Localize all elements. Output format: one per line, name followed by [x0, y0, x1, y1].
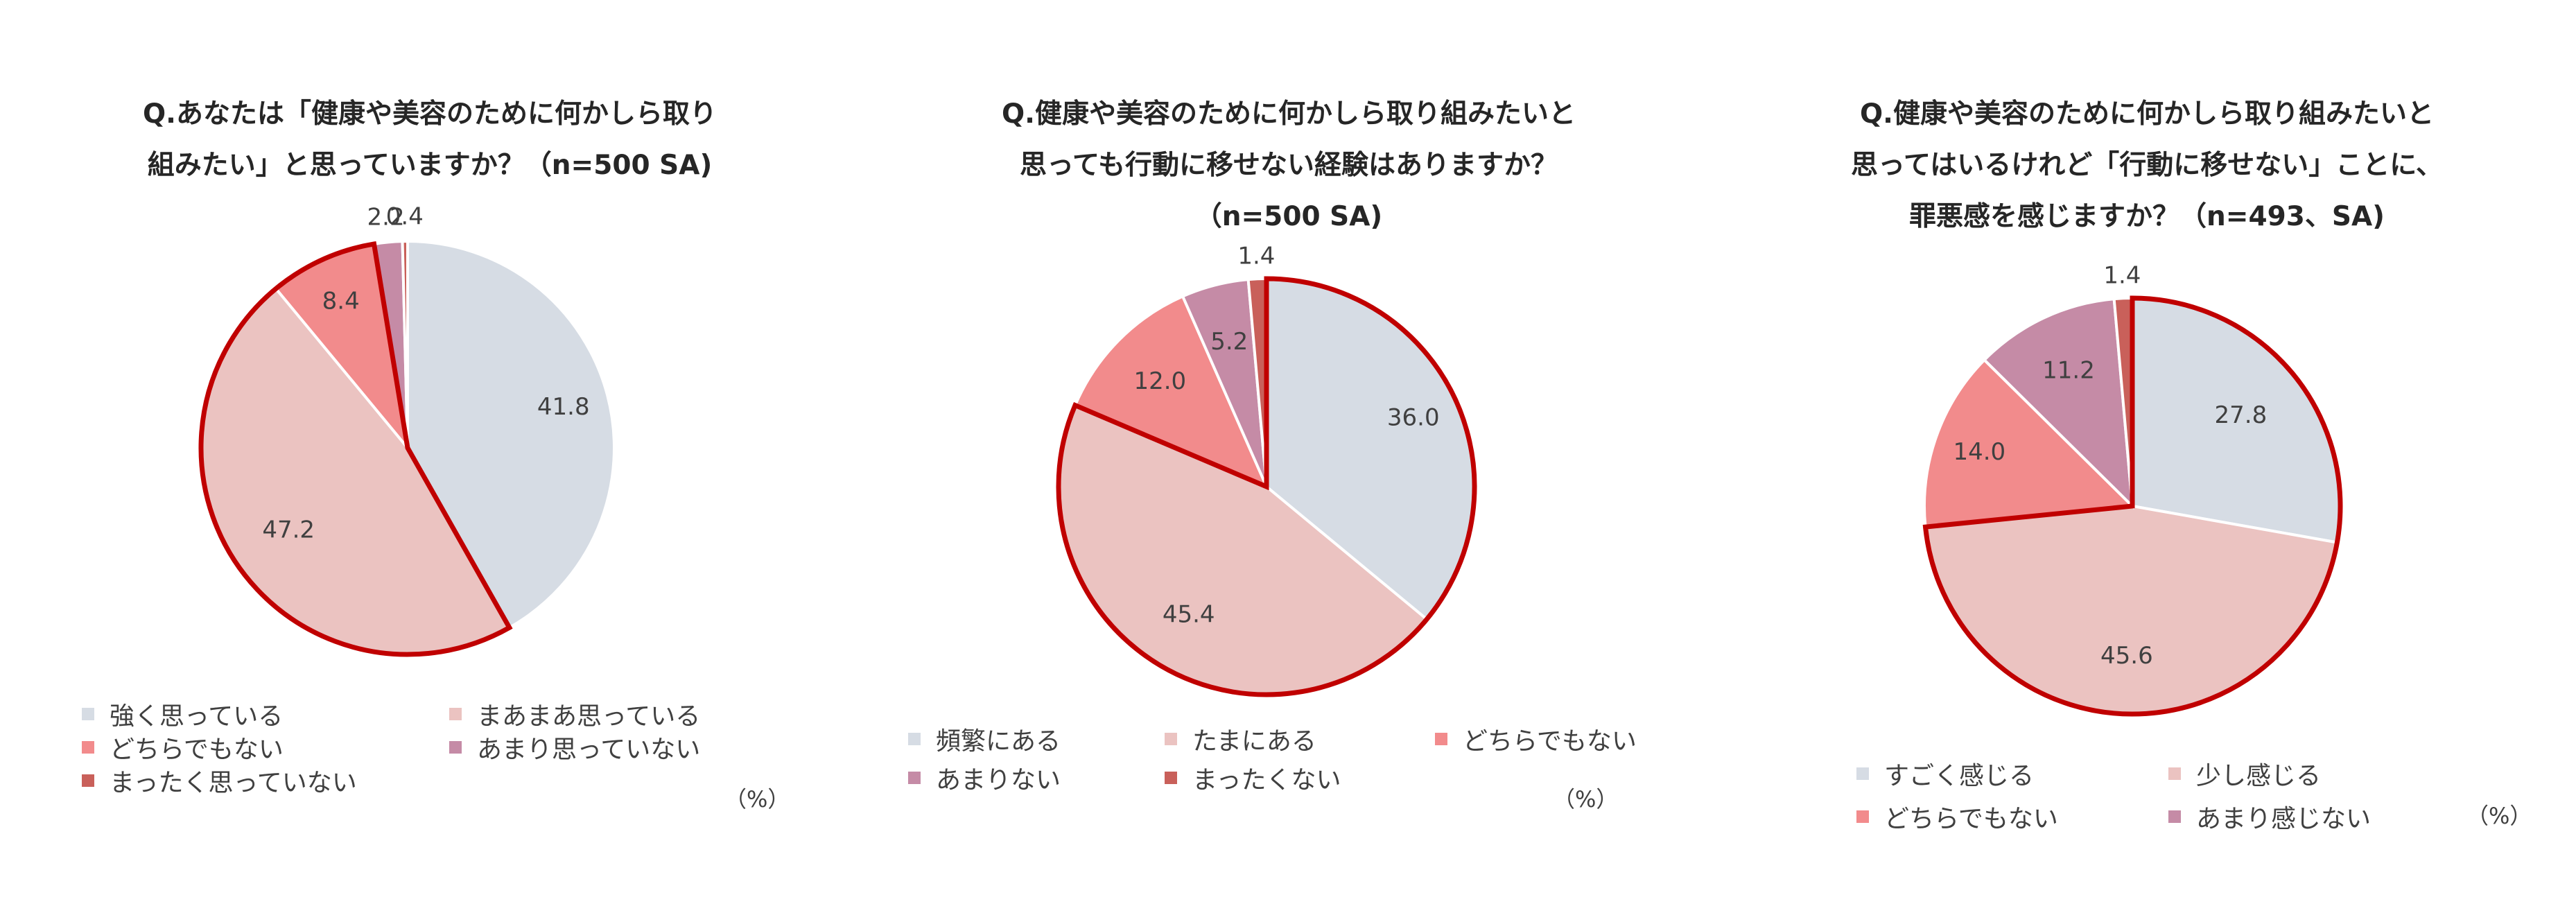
pie-chart: 36.0 45.4 12.0 5.2 1.4: [1056, 242, 1477, 697]
data-label: 11.2: [2042, 357, 2095, 385]
legend-item: まったくない: [1165, 760, 1341, 796]
pie-chart: 41.8 47.2 8.4 2.20.4: [198, 202, 616, 657]
unit-label: （%）: [2466, 803, 2532, 829]
chart-title-line: 罪悪感を感じますか？（n=493、SA): [1909, 201, 2385, 232]
legend-item: どちらでもない: [82, 729, 284, 765]
chart-panel-1: Q.あなたは「健康や美容のために何かしら取り 組みたい」と思っていますか？（n=…: [0, 0, 860, 904]
chart-title: Q.あなたは「健康や美容のために何かしら取り 組みたい」と思っていますか？（n=…: [0, 89, 860, 191]
legend-swatch: [82, 774, 94, 787]
legend-swatch: [1856, 767, 1869, 780]
legend-label: すごく感じる: [1884, 762, 2035, 790]
chart-title-line: 思ってはいるけれど「行動に移せない」ことに、: [1850, 150, 2444, 181]
legend-swatch: [1856, 810, 1869, 823]
unit-label: （%）: [724, 786, 790, 812]
chart-title-line: 組みたい」と思っていますか？（n=500 SA): [147, 150, 713, 181]
data-label: 1.4: [2103, 261, 2141, 289]
highlight-outline: [198, 241, 513, 657]
legend-label: あまりない: [936, 766, 1061, 794]
legend-swatch: [1165, 733, 1177, 745]
highlight-outline: [1056, 276, 1477, 697]
data-label: 47.2: [262, 516, 315, 544]
data-label: 5.2: [1210, 328, 1248, 356]
legend-label: まったく思っていない: [110, 769, 357, 797]
legend-label: あまり感じない: [2196, 805, 2372, 833]
legend-item: まったく思っていない: [82, 763, 357, 799]
legend-swatch: [82, 708, 94, 720]
legend-item: どちらでもない: [1856, 799, 2058, 835]
legend-item: たまにある: [1165, 721, 1316, 757]
legend-item: どちらでもない: [1435, 721, 1637, 757]
legend-swatch: [1435, 733, 1447, 745]
legend-label: まったくない: [1192, 766, 1341, 794]
highlight-outline: [1922, 295, 2343, 717]
legend-swatch: [449, 741, 462, 754]
pie-slice: [1982, 297, 2134, 510]
legend-item: あまりない: [908, 760, 1061, 796]
legend-swatch: [908, 733, 921, 745]
chart-title-line: （n=500 SA): [1194, 201, 1383, 232]
chart-title-line: Q.あなたは「健康や美容のために何かしら取り: [143, 98, 717, 130]
legend-label: たまにある: [1192, 727, 1316, 756]
unit-label: （%）: [1553, 786, 1619, 812]
legend-swatch: [2168, 810, 2181, 823]
legend-label: あまり思っていない: [477, 736, 701, 764]
pie-slice: [1073, 294, 1269, 489]
legend-label: 強く思っている: [110, 702, 284, 731]
data-label: 41.8: [537, 393, 590, 421]
chart-title-line: Q.健康や美容のために何かしら取り組みたいと: [1860, 98, 2434, 130]
legend-item: あまり思っていない: [449, 729, 700, 765]
legend-label: どちらでもない: [1463, 727, 1637, 756]
data-label: 45.6: [2100, 642, 2153, 670]
legend-swatch: [1165, 772, 1177, 784]
legend-item: まあまあ思っている: [449, 696, 700, 732]
legend-label: どちらでもない: [1884, 805, 2058, 833]
pie-slice: [406, 239, 616, 630]
legend-item: あまり感じない: [2168, 799, 2371, 835]
data-label: 27.8: [2215, 401, 2268, 429]
legend-swatch: [908, 772, 921, 784]
data-label: 12.0: [1133, 367, 1186, 395]
data-label: 0.4: [386, 202, 424, 230]
legend-item: 強く思っている: [82, 696, 283, 732]
chart-panel-3: Q.健康や美容のために何かしら取り組みたいと 思ってはいるけれど「行動に移せない…: [1718, 0, 2576, 904]
data-label: 14.0: [1953, 438, 2005, 466]
data-label: 45.4: [1163, 601, 1215, 629]
legend-label: 頻繁にある: [936, 727, 1061, 756]
pie-slice: [401, 239, 409, 449]
pie-slice: [1924, 504, 2339, 715]
chart-title-line: 思っても行動に移せない経験はありますか？: [1019, 150, 1558, 181]
data-label: 8.4: [322, 287, 360, 315]
chart-title: Q.健康や美容のために何かしら取り組みたいと 思ってはいるけれど「行動に移せない…: [1718, 89, 2576, 243]
legend-item: 頻繁にある: [908, 721, 1061, 757]
chart-title: Q.健康や美容のために何かしら取り組みたいと 思っても行動に移せない経験はありま…: [860, 89, 1718, 243]
legend-label: どちらでもない: [110, 736, 284, 764]
pie-chart: 27.8 45.6 14.0 11.2 1.4: [1922, 261, 2343, 717]
legend-swatch: [2168, 767, 2181, 780]
chart-title-line: Q.健康や美容のために何かしら取り組みたいと: [1002, 98, 1576, 130]
legend-label: 少し感じる: [2196, 762, 2322, 790]
chart-panel-2: Q.健康や美容のために何かしら取り組みたいと 思っても行動に移せない経験はありま…: [860, 0, 1718, 904]
legend-label: まあまあ思っている: [477, 702, 701, 731]
legend-item: 少し感じる: [2168, 756, 2321, 792]
data-label: 2.2: [367, 204, 405, 232]
data-label: 36.0: [1387, 403, 1440, 431]
legend-swatch: [82, 741, 94, 754]
legend-item: すごく感じる: [1856, 756, 2034, 792]
legend-swatch: [449, 708, 462, 720]
data-label: 1.4: [1237, 242, 1275, 270]
pie-slice: [1923, 358, 2136, 529]
